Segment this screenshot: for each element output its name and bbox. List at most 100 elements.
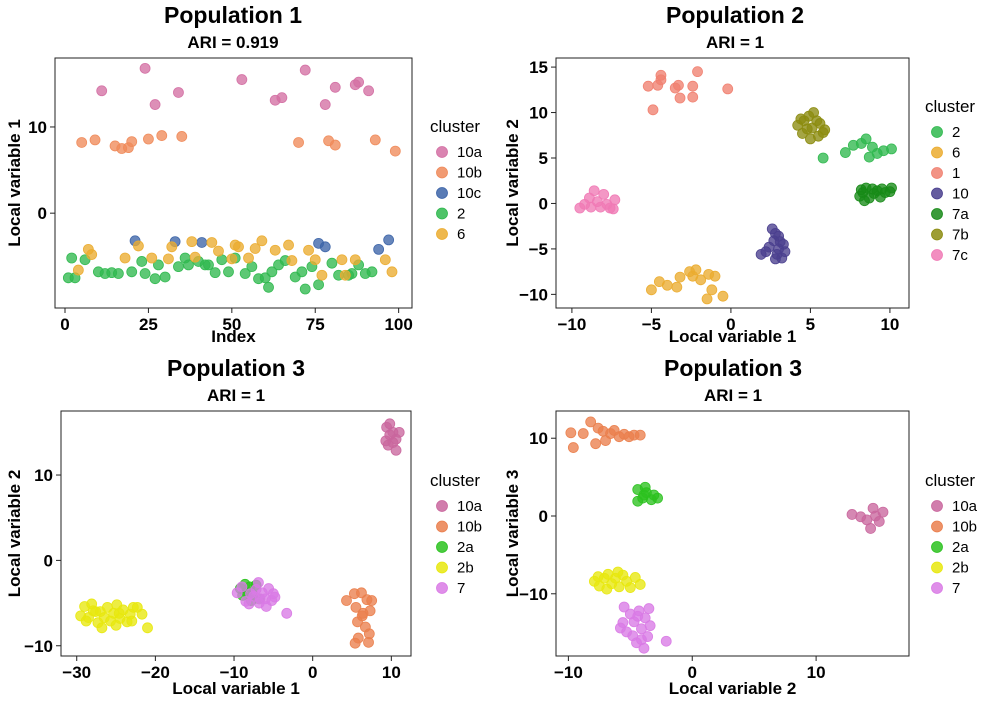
data-point — [206, 237, 218, 248]
panel-title: Population 2 — [666, 2, 804, 28]
x-axis-label: Local variable 1 — [172, 679, 300, 698]
data-point — [163, 253, 174, 265]
data-point — [722, 83, 734, 95]
data-point — [136, 256, 148, 267]
data-point — [142, 622, 153, 634]
data-point — [209, 267, 221, 279]
points — [565, 416, 889, 654]
legend-label: 10b — [457, 165, 482, 182]
data-point — [226, 253, 238, 265]
data-point — [299, 283, 311, 295]
legend-label: 7b — [952, 227, 969, 244]
x-tick-label: 50 — [222, 315, 241, 334]
data-point — [867, 183, 878, 195]
x-tick-label: 10 — [382, 663, 401, 682]
legend-swatch — [931, 167, 943, 179]
data-point — [173, 261, 184, 273]
data-point — [855, 184, 867, 196]
data-point — [382, 439, 394, 451]
legend-swatch — [931, 561, 943, 574]
data-point — [632, 610, 644, 622]
data-point — [647, 104, 659, 116]
data-point — [874, 191, 886, 203]
data-point — [329, 81, 341, 93]
legend-label: 10c — [457, 185, 482, 202]
data-point — [96, 85, 108, 97]
data-point — [326, 257, 338, 269]
data-point — [805, 133, 816, 145]
panel-title: Population 1 — [164, 2, 302, 28]
x-tick-label: 0 — [308, 663, 317, 682]
legend-label: 2b — [457, 560, 474, 577]
data-point — [674, 271, 686, 283]
legend-label: 10a — [952, 498, 978, 515]
panel-1: Population 1 ARI = 0.919 0 25 50 75 100 0 10 Inde… — [5, 2, 483, 346]
series-6 — [646, 264, 729, 305]
data-point — [263, 281, 274, 293]
data-point — [709, 270, 721, 282]
panel-4: Population 3 ARI = 1 −10 0 10 −10 0 10 Local var… — [503, 355, 978, 698]
legend-swatch — [436, 520, 448, 533]
data-point — [565, 427, 577, 439]
y-tick-label: 10 — [529, 429, 548, 448]
x-tick-label: 10 — [807, 663, 826, 682]
plot-area — [54, 57, 413, 309]
data-point — [283, 239, 294, 251]
data-point — [319, 99, 331, 110]
legend-label: 7 — [457, 580, 465, 597]
data-point — [706, 284, 718, 296]
panel-subtitle: ARI = 1 — [207, 386, 265, 405]
data-point — [126, 136, 138, 148]
legend-label: 7c — [952, 247, 968, 264]
data-point — [607, 203, 619, 215]
panel-subtitle: ARI = 1 — [704, 386, 762, 405]
data-point — [389, 145, 401, 157]
data-point — [692, 66, 703, 78]
data-point — [598, 188, 610, 200]
data-point — [339, 269, 351, 281]
data-point — [213, 245, 224, 257]
y-tick-label: 0 — [38, 204, 47, 223]
data-point — [293, 137, 304, 148]
series-10b — [565, 416, 646, 453]
series-7a — [854, 182, 897, 207]
data-point — [303, 244, 314, 256]
legend-swatch — [931, 146, 943, 159]
panel-title: Population 3 — [167, 355, 305, 381]
data-point — [393, 426, 405, 438]
data-point — [253, 577, 264, 588]
data-point — [259, 272, 271, 284]
legend-label: 10a — [457, 144, 483, 161]
data-point — [779, 246, 791, 258]
x-axis-label: Local variable 1 — [669, 327, 797, 346]
data-point — [173, 87, 184, 98]
legend-label: 2 — [952, 124, 960, 141]
y-axis-label: Local variable 3 — [503, 470, 522, 598]
panel-subtitle: ARI = 0.919 — [187, 33, 278, 52]
legend-swatch — [931, 520, 943, 533]
data-point — [119, 252, 131, 264]
legend-label: 2 — [457, 206, 465, 223]
data-point — [260, 601, 272, 612]
y-tick-label: 10 — [28, 118, 47, 137]
data-point — [146, 252, 158, 264]
data-point — [638, 642, 650, 654]
data-point — [349, 254, 361, 266]
legend-swatch — [436, 561, 448, 574]
data-point — [770, 253, 781, 265]
data-point — [369, 134, 381, 146]
legend-swatch — [931, 582, 943, 594]
plot-area — [555, 57, 910, 309]
data-point — [687, 91, 699, 103]
y-axis-label: Local variable 2 — [503, 119, 522, 247]
data-point — [353, 76, 365, 88]
series-7 — [231, 577, 293, 619]
data-point — [592, 571, 604, 583]
data-point — [266, 266, 278, 278]
data-point — [634, 579, 646, 590]
data-point — [860, 133, 872, 145]
data-point — [590, 438, 602, 450]
y-tick-label: 0 — [539, 507, 548, 526]
series-1 — [642, 66, 734, 116]
legend-swatch — [931, 228, 943, 241]
